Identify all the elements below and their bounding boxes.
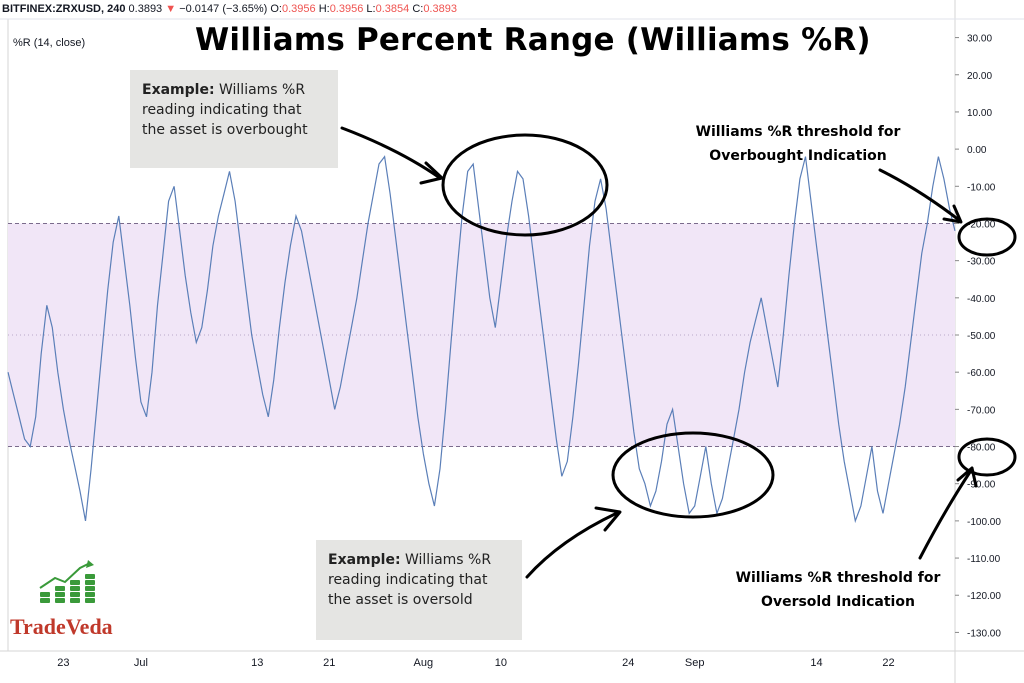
symbol-label: BITFINEX:ZRXUSD, 240: [2, 3, 126, 15]
oversold-example-bold: Example:: [328, 552, 401, 568]
oversold-threshold-circle: [957, 437, 1017, 477]
y-tick-label: -70.00: [967, 405, 996, 416]
oversold-threshold-arrowhead: [956, 466, 978, 488]
overbought-threshold-arrow: [878, 168, 961, 222]
oversold-threshold-arrow: [918, 470, 972, 560]
overbought-example-circle: [441, 133, 609, 237]
williams-r-series-line: [7, 155, 956, 524]
tradeveda-logo-icon: [39, 560, 95, 603]
overbought-threshold-callout: Williams %R threshold for Overbought Ind…: [695, 124, 901, 164]
open-value: 0.3956: [281, 3, 316, 15]
y-tick-label: -20.00: [967, 219, 996, 230]
y-tick-label: 0.00: [967, 145, 987, 156]
y-tick-label: -120.00: [967, 591, 1001, 602]
overbought-oversold-band: [8, 223, 955, 447]
y-tick-label: -10.00: [967, 182, 996, 193]
last-price: 0.3893: [128, 3, 163, 15]
x-tick-label: Jul: [134, 657, 148, 669]
price-change: −0.0147 (−3.65%): [179, 3, 268, 15]
high-value: 0.3956: [329, 3, 364, 15]
oversold-example-arrowhead: [594, 506, 622, 532]
open-label: O:: [270, 3, 282, 15]
y-tick-label: -30.00: [967, 257, 996, 268]
oversold-example-circle: [611, 431, 775, 519]
down-arrow-icon: ▼: [165, 3, 177, 15]
y-tick-label: -40.00: [967, 294, 996, 305]
x-tick-label: Sep: [685, 657, 705, 669]
oversold-example-note: Example: Williams %R reading indicating …: [316, 540, 522, 640]
x-tick-label: 23: [57, 657, 69, 669]
y-tick-label: -110.00: [967, 554, 1001, 565]
y-tick-label: 20.00: [967, 71, 992, 82]
high-label: H:: [318, 3, 330, 15]
x-tick-label: 21: [323, 657, 335, 669]
x-tick-label: 14: [810, 657, 822, 669]
low-value: 0.3854: [375, 3, 410, 15]
y-tick-label: 10.00: [967, 108, 992, 119]
overbought-example-arrow: [340, 126, 442, 180]
close-label: C:: [412, 3, 424, 15]
oversold-example-text: Williams %R reading indicating that the …: [328, 552, 492, 608]
x-tick-label: 22: [882, 657, 894, 669]
overbought-threshold-arrowhead: [942, 204, 963, 224]
y-tick-label: -80.00: [967, 443, 996, 454]
x-tick-label: 10: [495, 657, 507, 669]
y-tick-label: -90.00: [967, 480, 996, 491]
y-tick-label: -50.00: [967, 331, 996, 342]
symbol-header: BITFINEX:ZRXUSD, 240 0.3893 ▼ −0.0147 (−…: [2, 3, 457, 15]
y-tick-label: 30.00: [967, 34, 992, 45]
oversold-example-arrow: [525, 511, 619, 579]
chart-title: Williams Percent Range (Williams %R): [195, 22, 871, 58]
x-tick-label: 13: [251, 657, 263, 669]
overbought-example-bold: Example:: [142, 82, 215, 98]
tradeveda-logo-text: TradeVeda: [10, 614, 113, 639]
oversold-threshold-callout: Williams %R threshold for Oversold Indic…: [735, 570, 941, 610]
overbought-example-text: Williams %R reading indicating that the …: [142, 82, 308, 138]
x-tick-label: Aug: [414, 657, 434, 669]
x-tick-label: 24: [622, 657, 634, 669]
low-label: L:: [366, 3, 376, 15]
overbought-example-note: Example: Williams %R reading indicating …: [130, 70, 338, 168]
y-tick-label: -100.00: [967, 517, 1001, 528]
overbought-example-arrowhead: [419, 161, 444, 185]
close-value: 0.3893: [423, 3, 457, 15]
overbought-threshold-circle: [957, 217, 1017, 257]
y-tick-label: -60.00: [967, 368, 996, 379]
indicator-label[interactable]: %R (14, close): [13, 37, 86, 49]
y-tick-label: -130.00: [967, 628, 1001, 639]
